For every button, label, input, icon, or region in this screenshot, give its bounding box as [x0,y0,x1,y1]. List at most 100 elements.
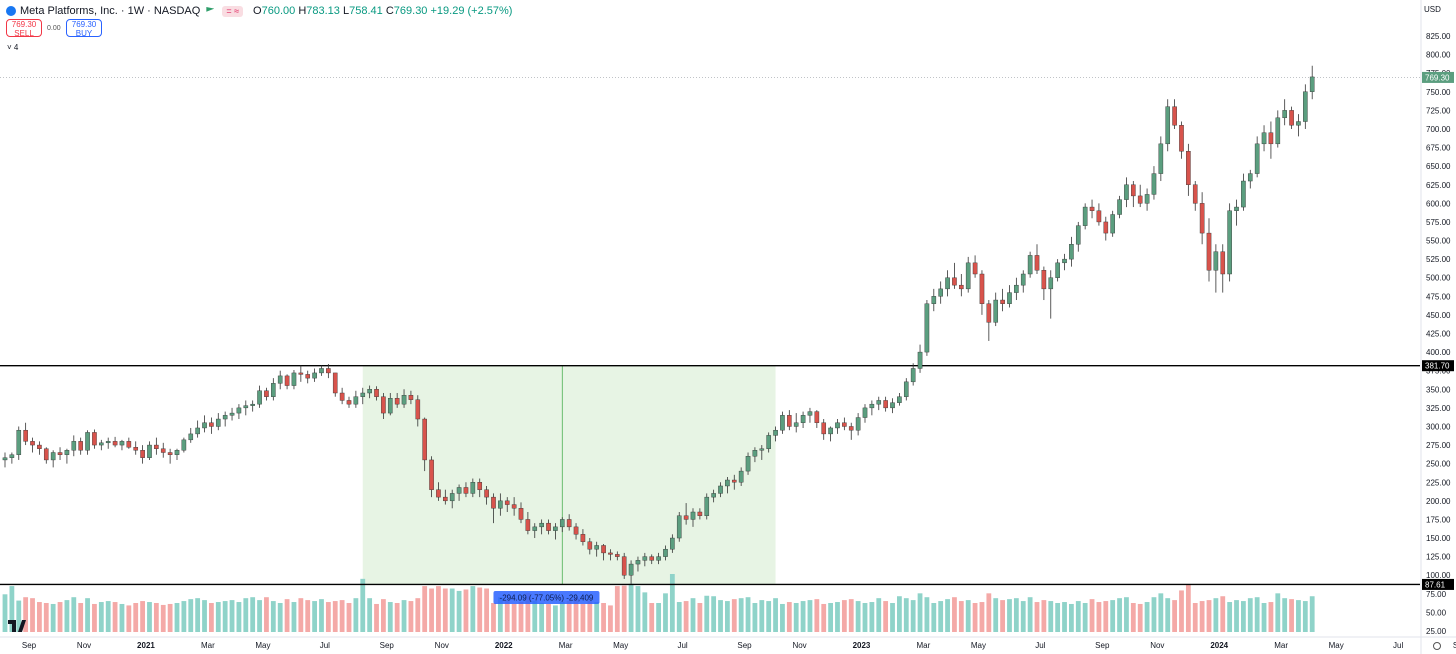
candle-body [443,496,448,502]
candle [1000,288,1005,312]
candle [1089,199,1095,219]
volume-bar [766,601,772,632]
candle-body [209,422,214,427]
symbol-name[interactable]: Meta Platforms, Inc. · 1W · NASDAQ [20,5,201,17]
candle [690,508,696,527]
candle-body [1131,184,1136,197]
volume-bar [401,600,407,632]
volume-bar [869,602,875,632]
volume-bar [442,588,448,632]
candle-body [305,374,311,379]
candle-body [394,398,400,405]
candle-body [1069,244,1074,260]
candle [429,456,434,498]
measure-label-bg [493,591,600,604]
volume-bar [9,586,15,632]
candle-body [1041,270,1047,290]
volume-bar [773,598,778,632]
candle [883,396,888,412]
volume-bar [1268,602,1274,632]
candle [635,556,641,572]
price-tick-label: 200.00 [1426,497,1451,506]
candle [105,437,111,449]
volume-bar [112,602,118,632]
price-tick-label: 425.00 [1426,330,1451,339]
candle [1282,99,1287,126]
volume-bar [312,601,317,632]
volume-bar [202,600,207,632]
candle [1309,65,1315,100]
candle-body [243,405,249,409]
volume-bar [339,600,345,632]
volume-bar [1082,603,1088,632]
candle-body [965,262,971,290]
volume-bar [264,597,269,632]
candle [917,344,923,373]
candle [126,437,132,449]
volume-bar [711,596,717,632]
candle-body [491,496,496,509]
candle [924,300,930,356]
candle-body [85,432,90,451]
candle [463,482,469,498]
candle [23,422,28,446]
candle [167,448,173,464]
candle [807,407,813,423]
candle-body [1048,277,1054,290]
candle-body [979,273,985,304]
candle [525,512,531,535]
time-axis: Sep Nov 2021 Mar May Jul Sep Nov 2022 Mar May Jul Se… [22,641,1456,650]
candle-body [1062,258,1067,264]
candle-body [1234,206,1239,211]
candle [1296,114,1301,137]
candle-body [559,519,565,528]
volume-bar [1013,598,1019,632]
volume-bar [752,603,758,632]
candle [353,390,359,408]
candle [1158,136,1164,182]
volume-bar [429,588,434,632]
volume-bar [50,603,56,632]
candle-body [126,441,132,448]
candle-body [656,556,661,561]
candle [793,413,799,433]
volume-bar [98,602,104,632]
candle [745,452,751,475]
candle [1234,199,1239,226]
candle [305,370,311,384]
candle [663,545,668,561]
candle-body [346,400,352,405]
candle-body [9,454,15,458]
indicators-toggle[interactable]: ˅ 4 [7,43,19,52]
volume-bar [573,598,579,632]
candle-body [766,435,771,449]
buy-button[interactable]: 769.30 BUY [66,19,102,37]
candle [484,485,489,505]
candle [456,484,462,501]
time-tick-label: May [1329,641,1344,650]
volume-bar [1227,602,1233,632]
candle-body [271,383,276,397]
volume-bar [477,587,483,632]
volume-bar [621,585,627,632]
sell-button[interactable]: 769.30 SELL [6,19,42,37]
candle-body [738,470,744,483]
volume-bar [718,600,723,632]
level-price-flag: 381.70 [1425,362,1450,371]
volume-bar [952,597,957,632]
indicator-pill[interactable]: = ≈ [222,5,244,17]
volume-bar [841,600,847,632]
candle-body [1007,292,1012,304]
volume-bar [546,603,551,632]
volume-bar [1103,601,1109,632]
candle [133,441,139,455]
candle-body [917,351,923,369]
volume-bar [890,603,895,632]
candle-body [1165,106,1171,145]
candle [209,417,214,434]
volume-bar [807,600,813,632]
volume-bar [1062,602,1067,632]
volume-series [2,574,1315,632]
volume-bar [1185,584,1191,632]
